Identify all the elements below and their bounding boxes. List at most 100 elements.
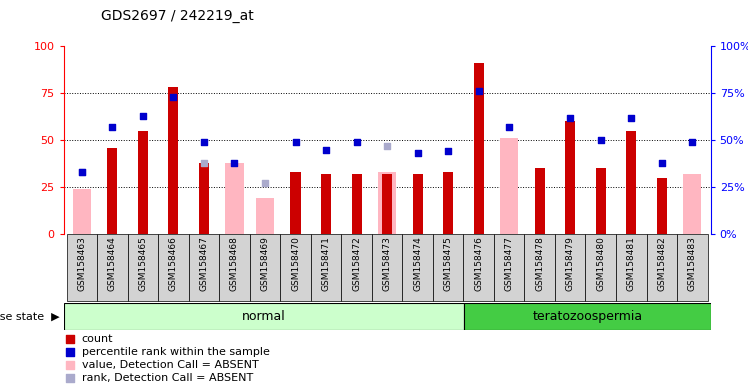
Point bbox=[259, 180, 271, 187]
Text: value, Detection Call = ABSENT: value, Detection Call = ABSENT bbox=[82, 359, 259, 369]
Text: GDS2697 / 242219_at: GDS2697 / 242219_at bbox=[101, 9, 254, 23]
Text: rank, Detection Call = ABSENT: rank, Detection Call = ABSENT bbox=[82, 372, 253, 382]
Text: percentile rank within the sample: percentile rank within the sample bbox=[82, 347, 269, 357]
Bar bbox=[372, 234, 402, 301]
Bar bbox=[67, 234, 97, 301]
Bar bbox=[97, 234, 128, 301]
Bar bbox=[464, 234, 494, 301]
Point bbox=[595, 137, 607, 143]
Text: GSM158475: GSM158475 bbox=[444, 236, 453, 291]
Bar bbox=[280, 234, 310, 301]
Point bbox=[137, 113, 149, 119]
Text: GSM158466: GSM158466 bbox=[169, 236, 178, 291]
Text: GSM158482: GSM158482 bbox=[657, 236, 666, 291]
Bar bbox=[464, 303, 711, 330]
Bar bbox=[73, 189, 91, 234]
Bar bbox=[168, 88, 179, 234]
Point bbox=[228, 160, 240, 166]
Bar bbox=[219, 234, 250, 301]
Bar bbox=[535, 169, 545, 234]
Text: disease state  ▶: disease state ▶ bbox=[0, 312, 60, 322]
Point bbox=[106, 124, 118, 130]
Bar bbox=[341, 234, 372, 301]
Text: GSM158473: GSM158473 bbox=[382, 236, 392, 291]
Point bbox=[381, 143, 393, 149]
Bar bbox=[382, 174, 392, 234]
Bar bbox=[524, 234, 555, 301]
Text: GSM158464: GSM158464 bbox=[108, 236, 117, 291]
Bar bbox=[352, 174, 361, 234]
Point bbox=[64, 374, 76, 381]
Bar bbox=[256, 199, 275, 234]
Point bbox=[625, 114, 637, 121]
Bar bbox=[108, 148, 117, 234]
Bar bbox=[64, 303, 464, 330]
Point bbox=[76, 169, 88, 175]
Bar bbox=[433, 234, 464, 301]
Text: GSM158467: GSM158467 bbox=[200, 236, 209, 291]
Point bbox=[64, 361, 76, 367]
Bar bbox=[555, 234, 586, 301]
Point bbox=[503, 124, 515, 130]
Text: count: count bbox=[82, 334, 113, 344]
Point bbox=[411, 150, 423, 156]
Bar bbox=[225, 163, 244, 234]
Bar bbox=[586, 234, 616, 301]
Point bbox=[76, 169, 88, 175]
Bar bbox=[321, 174, 331, 234]
Bar bbox=[188, 234, 219, 301]
Bar bbox=[565, 121, 575, 234]
Bar bbox=[443, 172, 453, 234]
Point bbox=[564, 114, 576, 121]
Text: GSM158477: GSM158477 bbox=[505, 236, 514, 291]
Point bbox=[656, 160, 668, 166]
Point bbox=[198, 139, 210, 145]
Bar bbox=[473, 63, 484, 234]
Text: GSM158472: GSM158472 bbox=[352, 236, 361, 291]
Bar bbox=[378, 172, 396, 234]
Text: GSM158465: GSM158465 bbox=[138, 236, 147, 291]
Text: GSM158479: GSM158479 bbox=[565, 236, 574, 291]
Text: GSM158470: GSM158470 bbox=[291, 236, 300, 291]
Bar bbox=[199, 163, 209, 234]
Bar bbox=[158, 234, 188, 301]
Bar bbox=[290, 172, 301, 234]
Text: GSM158468: GSM158468 bbox=[230, 236, 239, 291]
Bar bbox=[138, 131, 148, 234]
Point bbox=[442, 148, 454, 154]
Point bbox=[289, 139, 301, 145]
Bar bbox=[494, 234, 524, 301]
Bar bbox=[616, 234, 646, 301]
Point bbox=[64, 336, 76, 342]
Bar bbox=[402, 234, 433, 301]
Point bbox=[198, 160, 210, 166]
Bar bbox=[128, 234, 158, 301]
Bar bbox=[500, 138, 518, 234]
Bar bbox=[683, 174, 702, 234]
Bar bbox=[413, 174, 423, 234]
Text: teratozoospermia: teratozoospermia bbox=[533, 310, 643, 323]
Text: GSM158474: GSM158474 bbox=[413, 236, 422, 291]
Text: GSM158483: GSM158483 bbox=[688, 236, 697, 291]
Text: GSM158476: GSM158476 bbox=[474, 236, 483, 291]
Bar bbox=[310, 234, 341, 301]
Text: GSM158463: GSM158463 bbox=[77, 236, 86, 291]
Bar bbox=[250, 234, 280, 301]
Text: normal: normal bbox=[242, 310, 286, 323]
Point bbox=[320, 146, 332, 152]
Text: GSM158481: GSM158481 bbox=[627, 236, 636, 291]
Bar bbox=[646, 234, 677, 301]
Bar bbox=[657, 178, 666, 234]
Point bbox=[687, 139, 699, 145]
Text: GSM158469: GSM158469 bbox=[260, 236, 269, 291]
Text: GSM158471: GSM158471 bbox=[322, 236, 331, 291]
Point bbox=[351, 139, 363, 145]
Point bbox=[473, 88, 485, 94]
Bar bbox=[677, 234, 708, 301]
Bar bbox=[595, 169, 606, 234]
Text: GSM158478: GSM158478 bbox=[535, 236, 545, 291]
Text: GSM158480: GSM158480 bbox=[596, 236, 605, 291]
Point bbox=[64, 349, 76, 355]
Bar bbox=[626, 131, 637, 234]
Point bbox=[168, 94, 180, 100]
